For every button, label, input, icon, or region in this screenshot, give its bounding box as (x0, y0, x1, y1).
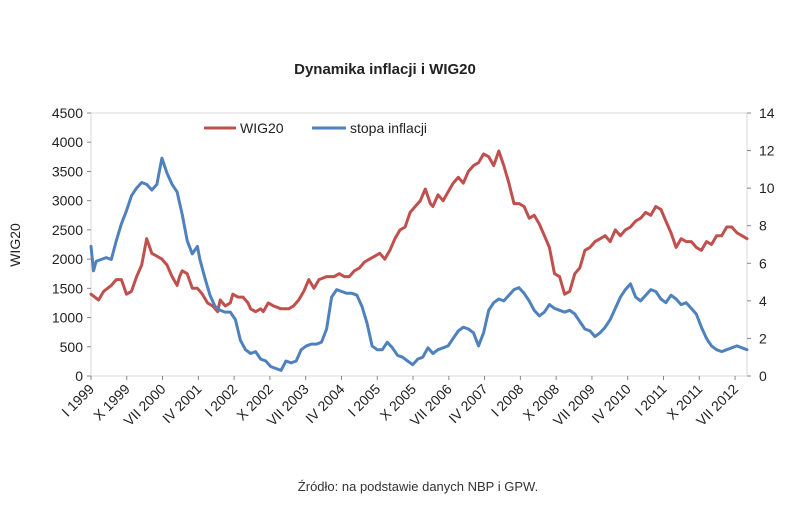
left-tick-label-2: 1000 (52, 310, 83, 326)
right-tick-label-1: 2 (759, 330, 767, 346)
left-tick-label-9: 4500 (52, 105, 83, 121)
chart-title: Dynamika inflacji i WIG20 (294, 61, 476, 78)
left-tick-label-3: 1500 (52, 280, 83, 296)
left-tick-label-6: 3000 (52, 193, 83, 209)
x-tick-label-11: IV 2007 (445, 381, 491, 427)
left-y-axis-label: WIG20 (7, 223, 23, 267)
left-tick-label-0: 0 (75, 368, 83, 384)
right-tick-label-2: 4 (759, 293, 767, 309)
series-line-wig20 (89, 149, 749, 314)
series-line-inflation (89, 156, 749, 372)
x-tick-label-3: IV 2001 (159, 381, 205, 427)
right-y-axis: 0 2 4 6 8 10 12 14 (747, 105, 775, 384)
right-tick-label-5: 10 (759, 180, 775, 196)
left-tick-label-4: 2000 (52, 251, 83, 267)
legend-label-wig20: WIG20 (240, 120, 284, 136)
series-layer (89, 149, 749, 372)
x-tick-label-15: IV 2010 (588, 381, 634, 427)
right-tick-label-0: 0 (759, 368, 767, 384)
left-tick-label-1: 500 (60, 339, 84, 355)
right-tick-label-7: 14 (759, 105, 775, 121)
left-tick-label-7: 3500 (52, 163, 83, 179)
plot-area-border (90, 112, 748, 377)
source-note: Źródło: na podstawie danych NBP i GPW. (298, 479, 538, 494)
left-tick-label-8: 4000 (52, 134, 83, 150)
right-tick-label-4: 8 (759, 218, 767, 234)
legend-label-inflation: stopa inflacji (350, 120, 427, 136)
left-y-axis: 0 500 1000 1500 2000 2500 3000 3500 4000 4500 (52, 105, 91, 384)
x-tick-label-7: IV 2004 (302, 381, 348, 427)
right-tick-label-3: 6 (759, 255, 767, 271)
left-tick-label-5: 2500 (52, 222, 83, 238)
legend: WIG20 stopa inflacji (204, 120, 427, 136)
right-tick-label-6: 12 (759, 143, 775, 159)
